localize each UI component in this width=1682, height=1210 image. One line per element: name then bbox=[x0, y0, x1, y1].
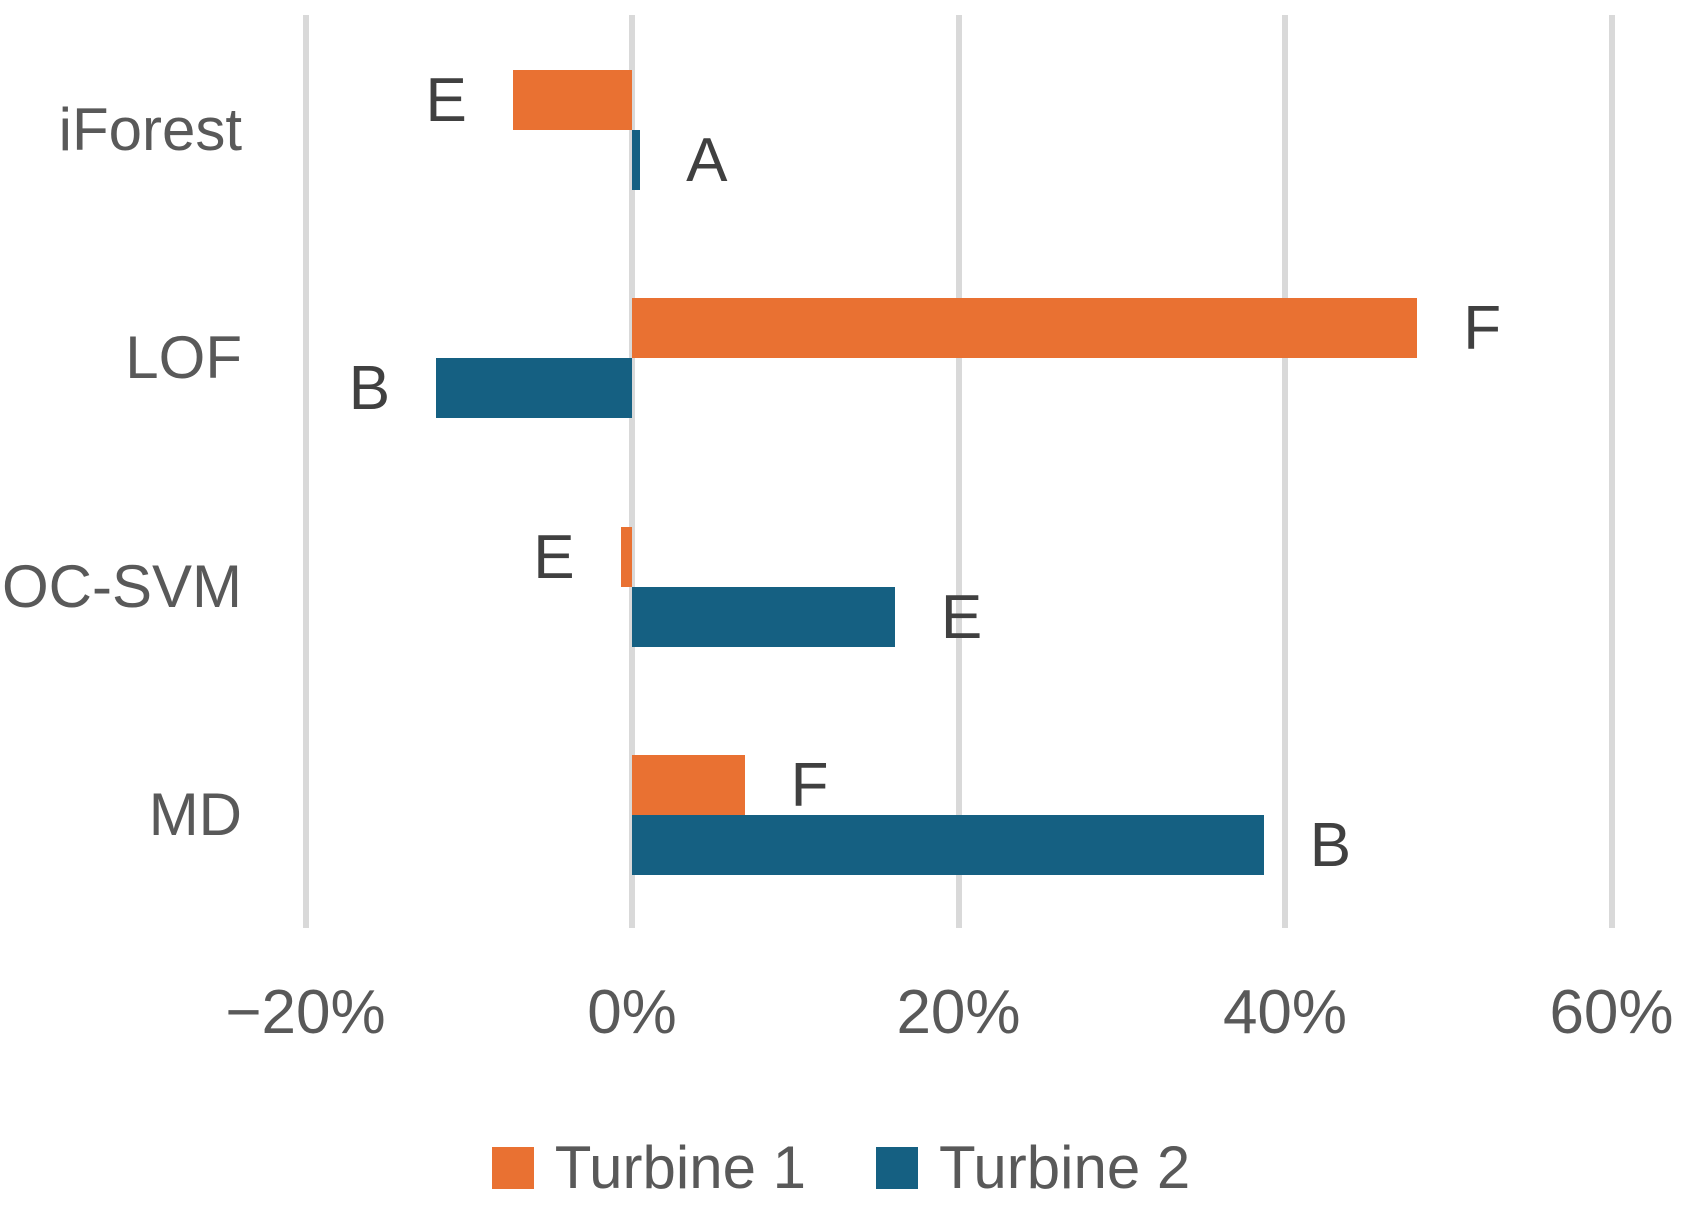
category-label: iForest bbox=[58, 96, 242, 163]
legend: Turbine 1 Turbine 2 bbox=[0, 1138, 1682, 1198]
legend-label-turbine-1: Turbine 1 bbox=[554, 1134, 806, 1201]
gridline bbox=[1282, 15, 1288, 928]
gridline bbox=[302, 15, 309, 928]
category-label: LOF bbox=[125, 324, 242, 392]
gridline bbox=[629, 15, 635, 928]
point-label: E bbox=[940, 582, 983, 652]
bar-turbine-2-oc-svm bbox=[632, 586, 895, 647]
bar-turbine-1-iforest bbox=[512, 70, 632, 130]
legend-swatch-turbine-1-icon bbox=[491, 1147, 534, 1189]
bar-turbine-2-md bbox=[632, 814, 1264, 875]
point-label: E bbox=[425, 66, 467, 135]
legend-swatch-turbine-2-icon bbox=[876, 1147, 918, 1189]
bar-turbine-1-lof bbox=[632, 298, 1418, 359]
point-label: B bbox=[1309, 810, 1352, 880]
category-label: MD bbox=[148, 780, 242, 848]
point-label: A bbox=[686, 126, 728, 195]
gridline bbox=[955, 15, 962, 928]
x-axis-tick-label: 40% bbox=[1222, 978, 1348, 1047]
bar-turbine-1-oc-svm bbox=[620, 526, 632, 587]
bar-turbine-2-iforest bbox=[632, 130, 641, 190]
point-label: E bbox=[533, 522, 575, 592]
point-label: F bbox=[1463, 294, 1502, 364]
bar-turbine-2-lof bbox=[436, 358, 632, 419]
legend-label-turbine-2: Turbine 2 bbox=[939, 1134, 1191, 1201]
legend-item-turbine-1: Turbine 1 bbox=[491, 1134, 806, 1201]
x-axis-tick-label: 60% bbox=[1549, 978, 1674, 1047]
x-axis-tick-label: 0% bbox=[587, 978, 677, 1047]
gridline bbox=[1608, 15, 1615, 928]
bar-turbine-1-md bbox=[632, 754, 745, 815]
point-label: B bbox=[348, 354, 391, 424]
legend-item-turbine-2: Turbine 2 bbox=[876, 1138, 1190, 1198]
point-label: F bbox=[790, 750, 829, 820]
category-label: OC-SVM bbox=[2, 552, 242, 620]
x-axis-tick-label: 20% bbox=[896, 978, 1021, 1047]
x-axis-tick-label: −20% bbox=[225, 978, 386, 1047]
